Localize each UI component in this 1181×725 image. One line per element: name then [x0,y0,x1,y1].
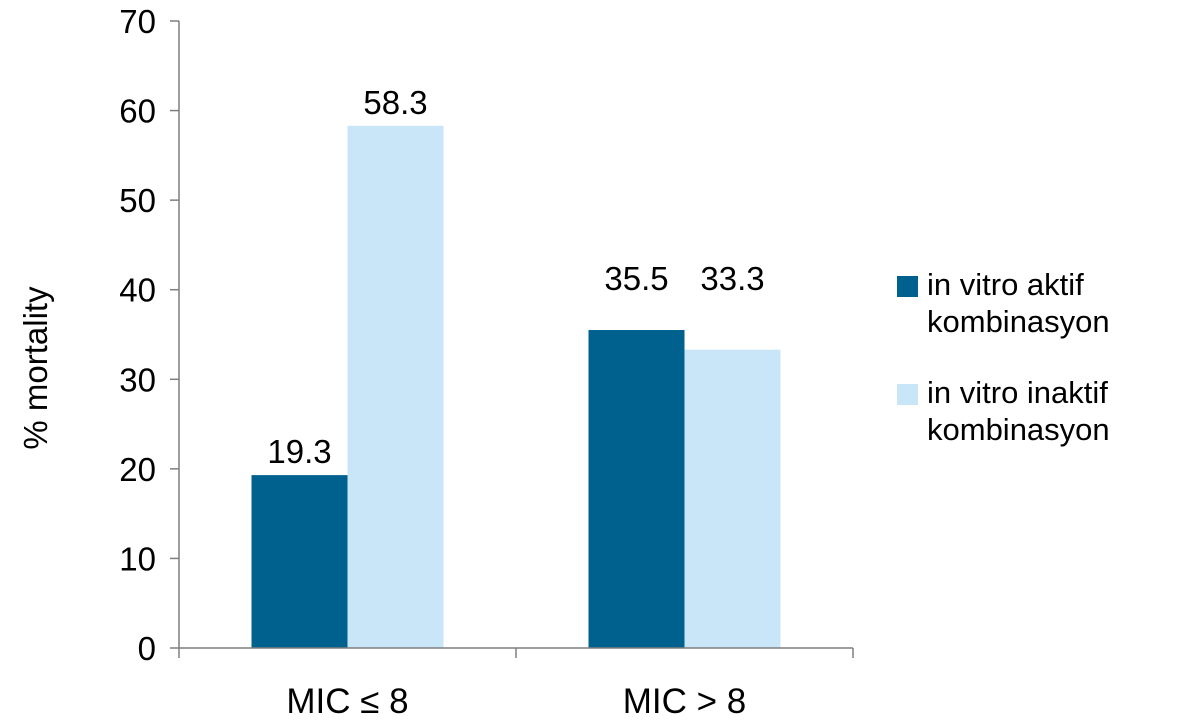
y-tick-label: 70 [119,3,156,40]
legend-label: kombinasyon [927,304,1110,339]
y-tick-label: 0 [138,630,156,667]
legend-label: kombinasyon [927,412,1110,447]
category-label: MIC > 8 [623,682,747,721]
bars [251,125,781,648]
data-label: 19.3 [267,433,331,470]
category-labels: MIC ≤ 8 MIC > 8 [286,682,746,721]
x-axis-ticks [178,648,854,658]
legend-swatch [897,276,918,297]
y-tick-label: 50 [119,182,156,219]
data-label: 35.5 [604,260,668,297]
y-axis-ticks: 0 10 20 30 40 50 60 70 [119,3,179,667]
data-label: 33.3 [700,260,764,297]
data-label: 58.3 [363,84,427,121]
data-labels: 19.3 58.3 35.5 33.3 [267,84,764,470]
category-label: MIC ≤ 8 [286,682,408,721]
bar [347,125,444,648]
y-tick-label: 10 [119,540,156,577]
y-tick-label: 30 [119,361,156,398]
bar [684,349,781,648]
bar [588,330,685,648]
y-tick-label: 40 [119,272,156,309]
y-tick-label: 20 [119,451,156,488]
legend-swatch [897,384,918,405]
legend-label: in vitro aktif [927,267,1084,302]
y-axis-title: % mortality [17,286,54,450]
bar [251,475,348,648]
y-tick-label: 60 [119,93,156,130]
legend-label: in vitro inaktif [927,375,1108,410]
